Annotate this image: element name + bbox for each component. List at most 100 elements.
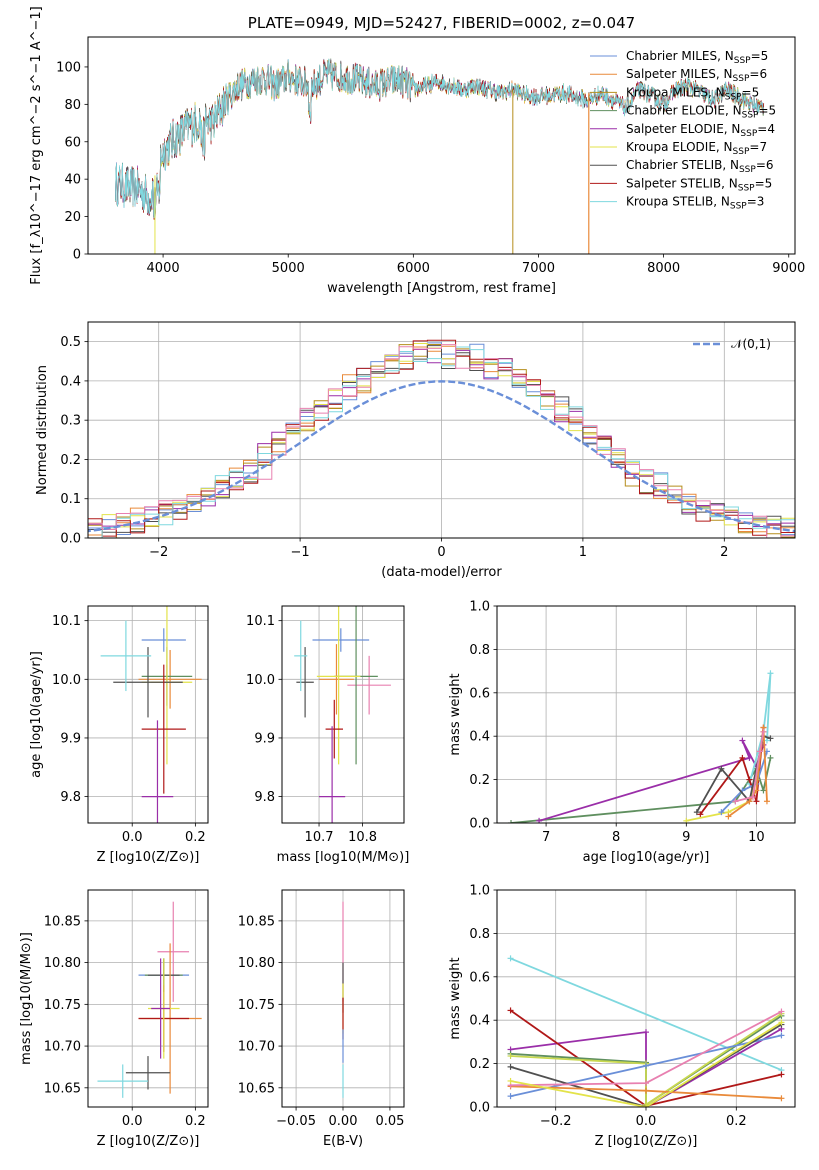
spectrum-plot-area xyxy=(115,58,765,254)
legend-entry: Kroupa MILES, NSSP=5 xyxy=(626,85,759,102)
x-tick-label: 0.0 xyxy=(122,1114,143,1129)
y-tick-label: 9.8 xyxy=(60,790,81,805)
weight_vs_age-plot-area xyxy=(508,670,774,823)
x-tick-label: 8000 xyxy=(647,261,680,276)
errorbar-point xyxy=(319,644,354,715)
x-tick-label: 6000 xyxy=(397,261,430,276)
errorbar-point xyxy=(157,901,190,1002)
mass_vs_ebv-frame xyxy=(281,889,405,1108)
x-tick-label: 10.8 xyxy=(348,830,377,845)
y-tick-label: 1.0 xyxy=(469,600,490,615)
x-tick-label: 0.05 xyxy=(375,1114,404,1129)
spectrum-line xyxy=(115,58,765,219)
x-tick-label: 2 xyxy=(720,545,728,560)
errorbar-point xyxy=(141,664,186,794)
legend-entry: 𝒩(0,1) xyxy=(731,337,771,351)
weight_vs_Z-xlabel: Z [log10(Z/Z⊙)] xyxy=(595,1134,698,1149)
weight_vs_age-frame xyxy=(496,605,796,824)
y-tick-label: 0.6 xyxy=(469,970,490,985)
y-tick-label: 10.0 xyxy=(52,673,81,688)
residuals-axes: −2 −1 0 1 2 0.0 0.1 0.2 0.3 0.4 0.5 (data-model)/er… xyxy=(35,321,796,580)
weight-series xyxy=(507,1008,785,1089)
errorbar-point xyxy=(294,620,308,692)
normal-curve xyxy=(88,380,795,533)
residuals-legend: 𝒩(0,1) xyxy=(693,337,771,351)
weight-series xyxy=(507,1083,785,1102)
y-tick-label: 9.9 xyxy=(254,731,275,746)
y-tick-label: 10.75 xyxy=(238,998,275,1013)
x-tick-label: 0.2 xyxy=(185,830,206,845)
weight_vs_Z-ylabel: mass weight xyxy=(448,957,463,1039)
x-tick-label: 4000 xyxy=(147,261,180,276)
y-tick-label: 9.8 xyxy=(254,790,275,805)
x-tick-label: −2 xyxy=(149,545,168,560)
age_vs_mass-xlabel: mass [log10(M/M⊙)] xyxy=(277,850,410,865)
errorbar-point xyxy=(296,647,314,718)
legend-entry: Salpeter ELODIE, NSSP=4 xyxy=(626,122,775,139)
age_vs_Z-xlabel: Z [log10(Z/Z⊙)] xyxy=(97,850,200,865)
mass_vs_Z-ylabel: mass [log10(M/M⊙)] xyxy=(19,932,34,1065)
spectrum-axes: 4000 5000 6000 7000 8000 9000 0 20 40 60 80 100 wave… xyxy=(29,6,805,296)
age_vs_mass-frame xyxy=(281,605,405,824)
y-tick-label: 10.70 xyxy=(238,1040,275,1055)
y-tick-label: 80 xyxy=(64,98,81,113)
errorbar-point xyxy=(151,958,171,1059)
age_vs_mass-axes: 10.7 10.8 9.8 9.9 10.0 10.1 mass [log10(M/M⊙)] xyxy=(246,605,410,865)
residuals-ylabel: Normed distribution xyxy=(35,365,50,495)
errorbar-point xyxy=(97,1064,148,1098)
spectrum-line xyxy=(117,59,765,220)
errorbar-point xyxy=(141,628,186,652)
residuals-plot-area xyxy=(88,339,795,538)
y-tick-label: 0.2 xyxy=(469,1057,490,1072)
mass_vs_Z-xlabel: Z [log10(Z/Z⊙)] xyxy=(97,1134,200,1149)
mass_vs_ebv-axes: −0.05 0.00 0.05 10.65 10.70 10.75 10.80 10.85 E(… xyxy=(238,889,405,1149)
weight_vs_age-ylabel: mass weight xyxy=(448,673,463,755)
x-tick-label: −0.05 xyxy=(276,1114,316,1129)
age_vs_Z-plot-area xyxy=(100,606,202,823)
y-tick-label: 0.2 xyxy=(469,773,490,788)
weight-series xyxy=(507,1032,785,1100)
spectrum-ylabel: Flux [f_λ10^−17 erg cm^−2 s^−1 A^−1] xyxy=(29,6,44,284)
x-tick-label: −0.2 xyxy=(540,1114,572,1129)
x-tick-label: 7000 xyxy=(522,261,555,276)
age_vs_Z-axes: 0.0 0.2 9.8 9.9 10.0 10.1 Z [log10(Z/Z⊙)] age [… xyxy=(29,605,209,865)
y-tick-label: 10.85 xyxy=(44,914,81,929)
legend-entry: Salpeter STELIB, NSSP=5 xyxy=(626,176,772,193)
mass_vs_ebv-xlabel: E(B-V) xyxy=(323,1134,363,1149)
legend-entry: Salpeter MILES, NSSP=6 xyxy=(626,67,767,84)
x-tick-label: 7 xyxy=(542,830,550,845)
x-tick-label: 10.7 xyxy=(305,830,334,845)
x-tick-label: 5000 xyxy=(272,261,305,276)
y-tick-label: 0.3 xyxy=(60,414,81,429)
weight_vs_age-xlabel: age [log10(age/yr)] xyxy=(583,850,710,865)
y-tick-label: 10.75 xyxy=(44,998,81,1013)
x-tick-label: 0.2 xyxy=(726,1114,747,1129)
legend-entry: Chabrier MILES, NSSP=5 xyxy=(626,49,768,66)
x-tick-label: 9 xyxy=(682,830,690,845)
y-tick-label: 10.0 xyxy=(246,673,275,688)
y-tick-label: 100 xyxy=(56,60,81,75)
y-tick-label: 10.65 xyxy=(44,1081,81,1096)
y-tick-label: 60 xyxy=(64,135,81,150)
y-tick-label: 0.4 xyxy=(469,1014,490,1029)
spectrum-xlabel: wavelength [Angstrom, rest frame] xyxy=(327,281,556,296)
y-tick-label: 20 xyxy=(64,210,81,225)
y-tick-label: 10.70 xyxy=(44,1040,81,1055)
residuals-xlabel: (data-model)/error xyxy=(381,565,502,580)
x-tick-label: 9000 xyxy=(772,261,805,276)
x-tick-label: 8 xyxy=(612,830,620,845)
y-tick-label: 0.4 xyxy=(469,730,490,745)
errorbar-point xyxy=(312,628,370,652)
spectrum-frame xyxy=(87,36,796,255)
legend-entry: Chabrier STELIB, NSSP=6 xyxy=(626,158,774,175)
x-tick-label: 0.00 xyxy=(329,1114,358,1129)
weight_vs_age-axes: 7 8 9 10 0.0 0.2 0.4 0.6 0.8 1.0 age [log10(age/yr… xyxy=(448,600,796,865)
y-tick-label: 1.0 xyxy=(469,884,490,899)
errorbar-point xyxy=(125,1056,171,1090)
x-tick-label: 0.0 xyxy=(636,1114,657,1129)
errorbar-point xyxy=(100,620,152,692)
y-tick-label: 0.2 xyxy=(60,453,81,468)
y-tick-label: 0.1 xyxy=(60,492,81,507)
spectrum-title: PLATE=0949, MJD=52427, FIBERID=0002, z=0… xyxy=(248,14,635,32)
